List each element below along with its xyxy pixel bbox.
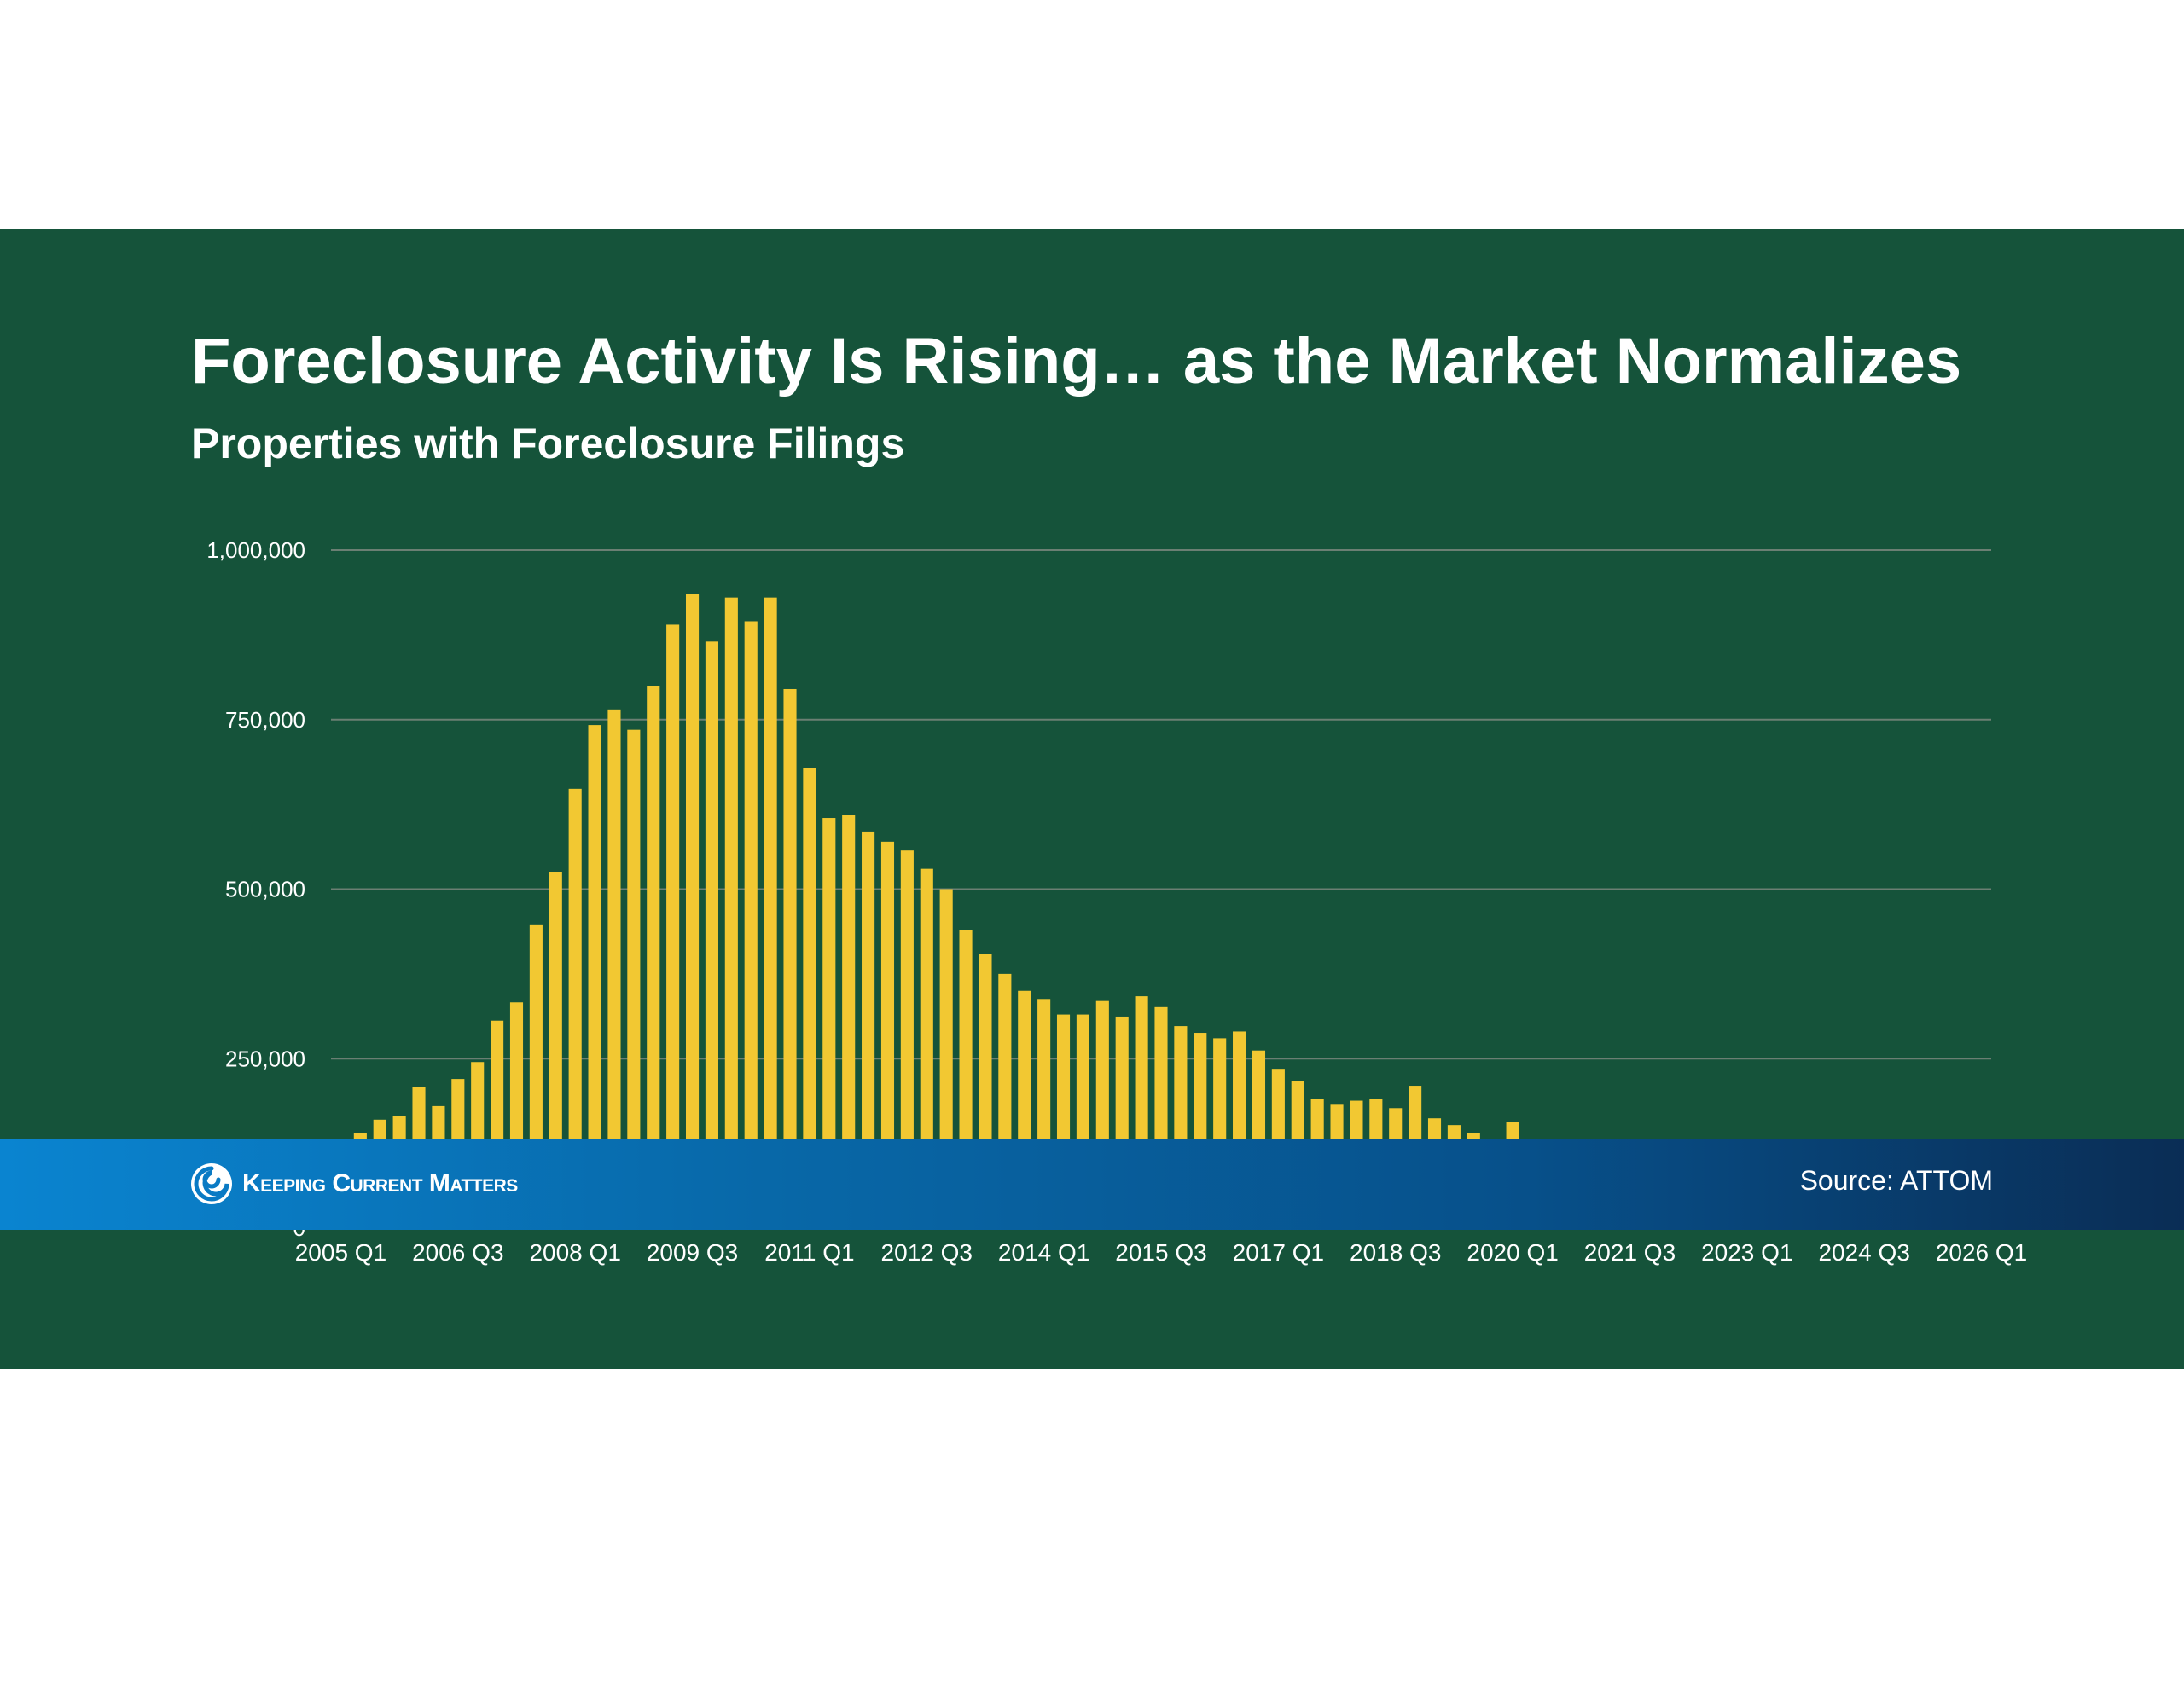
- bar: 2010 Q4: [783, 688, 797, 1228]
- bar: 2010 Q1: [724, 597, 738, 1228]
- x-tick-label: 2011 Q1: [764, 1239, 854, 1266]
- bars: 2005 Q12005 Q22005 Q32005 Q42006 Q12006 …: [334, 594, 1989, 1229]
- logo-text: Keeping Current Matters: [242, 1169, 518, 1197]
- bar: 2008 Q1: [568, 788, 582, 1228]
- bar: 2010 Q3: [764, 597, 777, 1228]
- x-tick-label: 2012 Q3: [881, 1239, 973, 1266]
- x-tick-label: 2026 Q1: [1936, 1239, 2027, 1266]
- bar: 2012 Q3: [920, 868, 933, 1228]
- x-tick-label: 2006 Q3: [412, 1239, 503, 1266]
- x-tick-label: 2017 Q1: [1233, 1239, 1324, 1266]
- bar: 2009 Q3: [685, 594, 700, 1228]
- bar: 2009 Q1: [647, 686, 660, 1228]
- bar: 2012 Q2: [900, 850, 914, 1228]
- x-tick-label: 2018 Q3: [1350, 1239, 1441, 1266]
- bar: 2011 Q3: [842, 815, 856, 1228]
- y-tick-label: 250,000: [225, 1046, 305, 1071]
- bar: 2012 Q1: [880, 841, 895, 1228]
- bar: 2008 Q2: [588, 725, 601, 1228]
- x-tick-label: 2005 Q1: [295, 1239, 386, 1266]
- bar: 2011 Q1: [803, 768, 816, 1228]
- x-tick-label: 2009 Q3: [647, 1239, 738, 1266]
- x-tick-label: 2008 Q1: [529, 1239, 620, 1266]
- bar: 2008 Q4: [627, 729, 641, 1228]
- x-tick-label: 2021 Q3: [1584, 1239, 1676, 1266]
- x-tick-label: 2015 Q3: [1115, 1239, 1206, 1266]
- footer-bar: [0, 1139, 2184, 1230]
- bar: 2008 Q3: [607, 709, 621, 1228]
- bar: 2010 Q2: [744, 621, 758, 1228]
- bar: 2009 Q2: [666, 624, 680, 1228]
- y-tick-label: 500,000: [225, 877, 305, 902]
- bar: 2011 Q4: [862, 831, 875, 1228]
- chart-subtitle: Properties with Foreclosure Filings: [191, 420, 905, 467]
- x-tick-label: 2014 Q1: [998, 1239, 1089, 1266]
- kcm-logo: Keeping Current Matters: [189, 1158, 518, 1209]
- x-tick-label: 2020 Q1: [1467, 1239, 1558, 1266]
- y-tick-label: 750,000: [225, 707, 305, 733]
- chart-title: Foreclosure Activity Is Rising… as the M…: [191, 325, 1962, 397]
- x-axis-labels: 2005 Q1 2006 Q3 2008 Q1 2009 Q3 2011 Q1 2012 …: [295, 1239, 2028, 1266]
- logo-swirl-icon: [191, 1163, 232, 1204]
- gridlines: [331, 549, 1991, 1060]
- source-note: Source: ATTOM: [1799, 1165, 1993, 1196]
- y-tick-label: 1,000,000: [206, 537, 305, 563]
- bar: 2011 Q2: [822, 818, 836, 1228]
- x-tick-label: 2023 Q1: [1701, 1239, 1792, 1266]
- x-tick-label: 2024 Q3: [1818, 1239, 1909, 1266]
- bar: 2009 Q4: [705, 641, 718, 1228]
- bar: 2007 Q4: [549, 872, 562, 1229]
